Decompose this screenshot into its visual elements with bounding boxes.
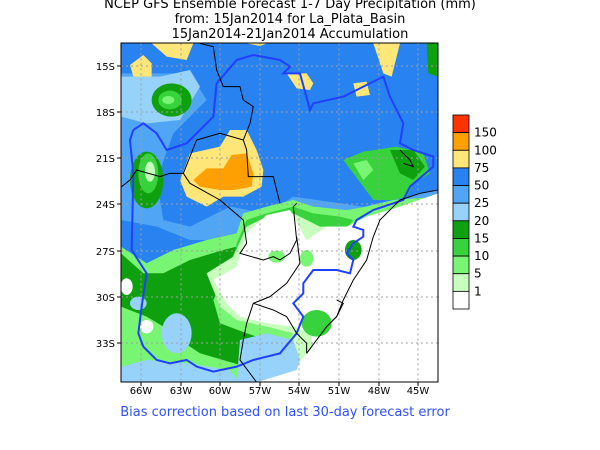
- longitude-label: 51W: [328, 386, 351, 397]
- precip-green-northeast: [426, 43, 438, 77]
- precip-none-pocket: [139, 319, 154, 334]
- legend-swatch: [452, 238, 470, 257]
- legend-label: 150: [474, 126, 497, 140]
- latitude-label: 27S: [96, 247, 115, 258]
- bolivia-brazil-border: [200, 43, 280, 203]
- bias-correction-note: Bias correction based on last 30-day for…: [120, 405, 450, 420]
- uruguay-brazil-border: [253, 303, 306, 353]
- title-line-2: from: 15Jan2014 for La_Plata_Basin: [174, 12, 406, 27]
- chile-argentina-border: [122, 170, 184, 187]
- precip-5-east: [353, 159, 374, 180]
- longitude-label: 63W: [170, 386, 193, 397]
- precip-75-spot: [151, 43, 194, 60]
- longitude-labels: 66W 63W 60W 57W 54W 51W 48W 45W: [130, 382, 430, 397]
- country-borders: [122, 43, 439, 382]
- longitude-label: 54W: [288, 386, 311, 397]
- precip-5-spot: [268, 250, 285, 263]
- precip-75-spot: [373, 43, 400, 77]
- latitude-label: 33S: [96, 339, 115, 350]
- color-legend: 150 100 75 50 25 20 15 10 5 1: [452, 114, 497, 310]
- precip-none-pocket: [121, 278, 133, 295]
- precip-20-pocket: [121, 359, 240, 382]
- title-line-3: 15Jan2014-21Jan2014 Accumulation: [171, 27, 409, 42]
- precip-75-spot: [246, 43, 267, 46]
- coastline-lagoon: [330, 300, 343, 323]
- legend-label: 25: [474, 196, 489, 210]
- legend-label: 5: [474, 267, 482, 281]
- legend-label: 1: [474, 284, 482, 298]
- legend-swatch: [452, 167, 470, 186]
- precip-5-blob: [162, 95, 175, 104]
- latitude-label: 18S: [96, 108, 115, 119]
- legend-label: 50: [474, 179, 489, 193]
- precip-5-blob: [144, 161, 155, 182]
- latitude-label: 21S: [96, 154, 115, 165]
- legend-swatch: [452, 185, 470, 204]
- graticule: [121, 43, 438, 382]
- longitude-label: 57W: [249, 386, 272, 397]
- latitude-label: 24S: [96, 200, 115, 211]
- latitude-label: 15S: [96, 62, 115, 73]
- legend-swatch: [452, 290, 470, 310]
- legend-swatch: [452, 273, 470, 292]
- precip-20-pocket: [161, 313, 192, 354]
- precip-20-pocket: [236, 333, 300, 382]
- precip-5-spot: [299, 249, 314, 267]
- longitude-label: 66W: [130, 386, 153, 397]
- longitude-label: 48W: [368, 386, 391, 397]
- latitude-label: 30S: [96, 293, 115, 304]
- precip-none-zone: [213, 193, 438, 382]
- legend-label: 15: [474, 231, 489, 245]
- basin-outline: [130, 55, 433, 372]
- map-frame: [120, 42, 439, 383]
- legend-label: 10: [474, 249, 489, 263]
- legend-swatch: [452, 114, 470, 134]
- legend-label: 20: [474, 214, 489, 228]
- legend-swatch: [452, 149, 470, 169]
- reservoir-outline: [400, 150, 413, 167]
- legend-label: 75: [474, 161, 489, 175]
- title-line-1: NCEP GFS Ensemble Forecast 1-7 Day Preci…: [104, 0, 476, 12]
- legend-swatch: [452, 255, 470, 275]
- coastline: [307, 190, 439, 353]
- legend-swatch: [452, 202, 470, 222]
- precip-75-spot: [129, 54, 152, 77]
- legend-swatch: [452, 220, 470, 239]
- longitude-label: 60W: [209, 386, 232, 397]
- precip-15-zone: [121, 246, 307, 367]
- legend-label: 100: [474, 143, 497, 157]
- precip-100-150-blob: [193, 153, 254, 190]
- map-area: [121, 43, 439, 382]
- legend-swatch: [452, 132, 470, 151]
- precip-20-pocket: [129, 296, 147, 310]
- latitude-labels: 15S 18S 21S 24S 27S 30S 33S: [96, 62, 121, 350]
- bolivia-paraguay-border: [183, 133, 243, 173]
- precip-10-spot: [301, 309, 332, 337]
- longitude-label: 45W: [407, 386, 430, 397]
- precip-75-spot: [286, 73, 314, 90]
